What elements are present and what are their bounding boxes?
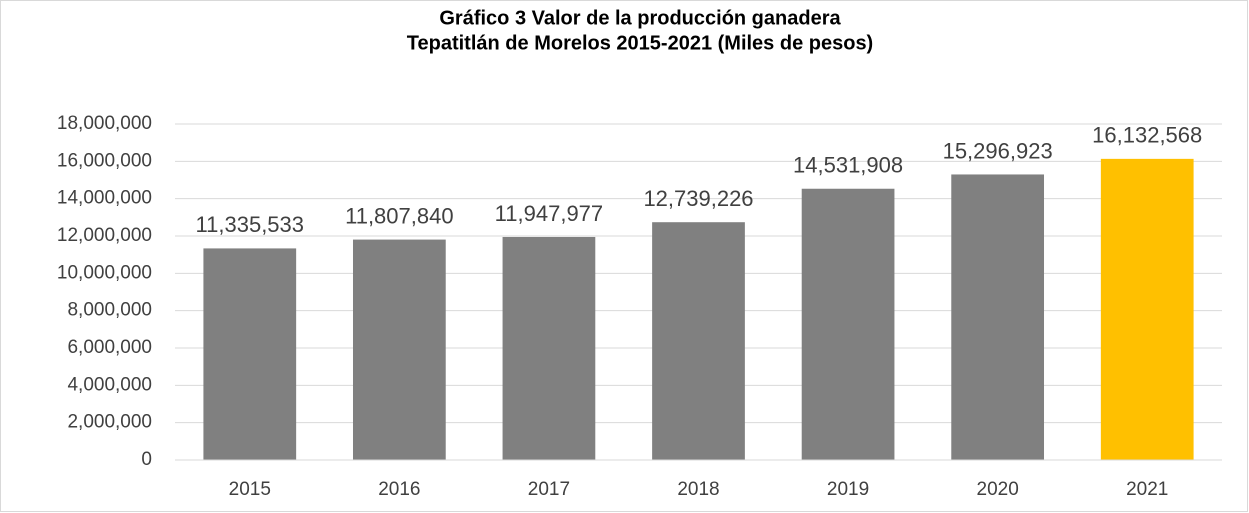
bar [352,239,446,460]
y-tick-label: 6,000,000 [67,337,152,358]
bar [652,222,745,460]
bar [951,174,1045,460]
y-tick-label: 0 [141,449,152,470]
y-tick-label: 10,000,000 [57,262,152,283]
value-label: 11,335,533 [196,212,304,237]
value-label: 11,807,840 [345,203,453,228]
bar [801,188,895,460]
value-label: 16,132,568 [1092,123,1202,148]
x-tick-label: 2016 [378,479,420,500]
chart-title: Gráfico 3 Valor de la producción ganader… [439,7,841,29]
bar [203,248,297,460]
y-tick-label: 4,000,000 [67,374,152,395]
x-tick-label: 2021 [1126,479,1168,500]
x-tick-label: 2018 [677,479,719,500]
value-label: 14,531,908 [793,153,903,178]
chart-title: Tepatitlán de Morelos 2015-2021 (Miles d… [407,32,873,54]
bar [1100,158,1194,460]
y-tick-label: 16,000,000 [57,150,152,171]
value-label: 12,739,226 [643,186,753,211]
y-tick-label: 2,000,000 [67,412,152,433]
bar [502,236,596,460]
x-tick-label: 2017 [528,479,570,500]
y-tick-label: 14,000,000 [57,188,152,209]
value-label: 15,296,923 [943,138,1053,163]
x-tick-label: 2015 [229,479,271,500]
y-tick-label: 8,000,000 [67,300,152,321]
x-tick-label: 2020 [977,479,1019,500]
y-tick-label: 12,000,000 [57,225,152,246]
x-tick-label: 2019 [827,479,869,500]
value-label: 11,947,977 [495,201,603,226]
y-tick-label: 18,000,000 [57,113,152,134]
